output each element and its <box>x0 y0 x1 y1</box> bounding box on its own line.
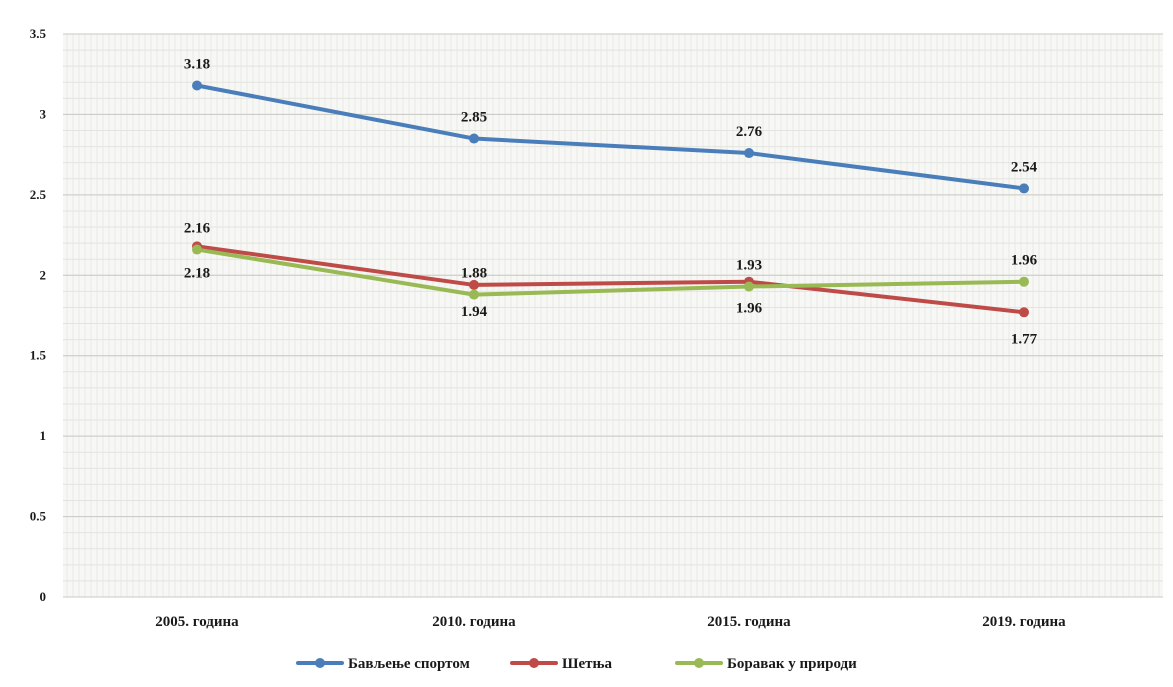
data-label: 1.93 <box>736 258 762 274</box>
series-line <box>195 244 1026 315</box>
data-label: 2.76 <box>736 124 763 140</box>
data-point <box>1019 276 1029 287</box>
data-labels: 3.18 2.85 2.76 2.54 2.18 1.94 1.96 1.77 2.16 1.88… <box>184 56 1038 347</box>
data-label: 2.54 <box>1011 159 1038 175</box>
series-line <box>195 83 1026 191</box>
y-tick-label: 2.5 <box>30 187 47 202</box>
data-point <box>192 244 202 255</box>
y-tick-label: 1 <box>40 428 47 443</box>
y-axis: 0 0.5 1 1.5 2 2.5 3 3.5 <box>30 26 47 604</box>
y-tick-label: 1.5 <box>30 348 47 363</box>
data-label: 3.18 <box>184 56 210 72</box>
legend-swatch-marker <box>529 658 539 668</box>
x-tick-label: 2019. година <box>982 614 1066 630</box>
legend-label: Боравак у природи <box>727 656 857 672</box>
data-point <box>1019 307 1029 318</box>
y-tick-label: 3.5 <box>30 26 47 41</box>
data-point <box>469 289 479 300</box>
legend-swatch-marker <box>315 658 325 668</box>
x-tick-label: 2015. година <box>707 614 791 630</box>
data-point <box>192 80 202 91</box>
data-label: 1.96 <box>1011 253 1038 269</box>
data-label: 1.77 <box>1011 331 1038 347</box>
data-label: 1.96 <box>736 301 763 317</box>
legend-label: Бављење спортом <box>348 656 470 672</box>
data-label: 1.88 <box>461 266 487 282</box>
data-point <box>469 133 479 144</box>
data-point <box>744 148 754 159</box>
data-label: 2.16 <box>184 221 211 237</box>
y-tick-label: 0.5 <box>30 509 47 524</box>
x-axis: 2005. година 2010. година 2015. година 2019… <box>155 614 1066 630</box>
series-group <box>192 80 1029 318</box>
series-line <box>195 247 1026 297</box>
data-point <box>469 279 479 290</box>
legend-swatch-marker <box>694 658 704 668</box>
data-point <box>744 281 754 292</box>
y-tick-label: 3 <box>40 106 47 121</box>
data-point <box>1019 183 1029 194</box>
data-label: 2.18 <box>184 265 210 281</box>
data-label: 2.85 <box>461 110 487 126</box>
gridlines <box>63 33 1163 598</box>
y-tick-label: 0 <box>40 589 47 604</box>
legend: Бављење спортом Шетња Боравак у природи <box>296 656 857 672</box>
data-label: 1.94 <box>461 304 488 320</box>
legend-label: Шетња <box>562 656 612 672</box>
x-tick-label: 2005. година <box>155 614 239 630</box>
x-tick-label: 2010. година <box>432 614 516 630</box>
y-tick-label: 2 <box>40 267 47 282</box>
